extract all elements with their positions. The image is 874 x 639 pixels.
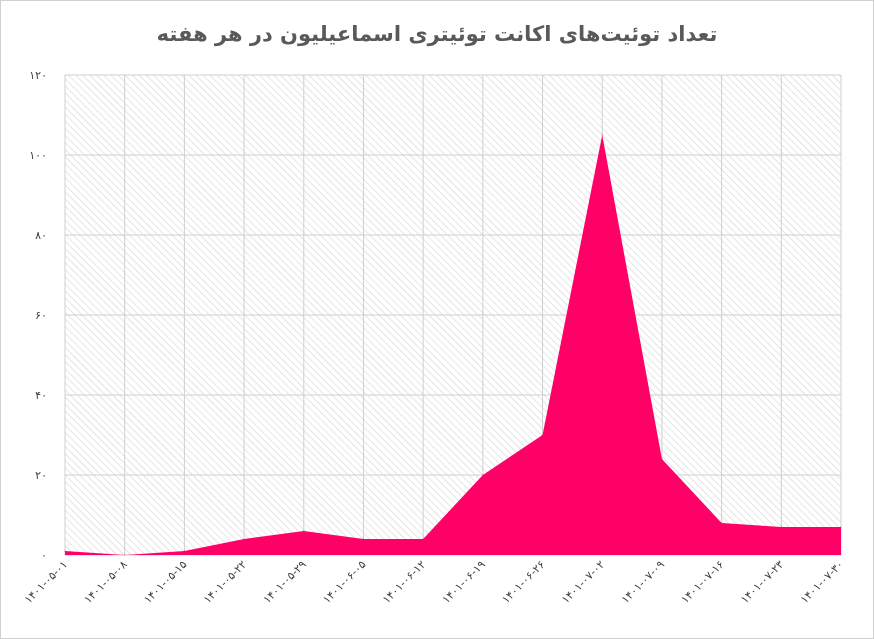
x-tick-label: ۱۴۰۱-۰۵-۲۲ [201, 558, 249, 606]
y-tick-label: ۱۰۰ [29, 149, 47, 162]
y-tick-label: ۸۰ [35, 229, 47, 242]
data-point [542, 434, 544, 436]
x-tick-label: ۱۴۰۱-۰۶-۱۹ [440, 558, 488, 606]
area-series [65, 135, 841, 555]
x-tick-label: ۱۴۰۱-۰۵-۲۹ [261, 558, 309, 606]
chart-title: تعداد توئیت‌های اکانت توئیتری اسماعیلیون… [156, 22, 718, 46]
data-point [64, 550, 66, 552]
y-tick-label: ۴۰ [35, 389, 47, 402]
data-point [780, 526, 782, 528]
x-tick-label: ۱۴۰۱-۰۶-۲۶ [499, 558, 547, 606]
x-tick-label: ۱۴۰۱-۰۷-۰۲ [559, 558, 607, 606]
data-area [64, 134, 842, 556]
x-tick-label: ۱۴۰۱-۰۷-۰۹ [619, 558, 667, 606]
data-point [840, 526, 842, 528]
data-point [422, 538, 424, 540]
x-tick-label: ۱۴۰۱-۰۵-۰۸ [82, 558, 130, 606]
data-point [721, 522, 723, 524]
data-point [601, 134, 603, 136]
data-point [183, 550, 185, 552]
y-tick-label: ۲۰ [35, 469, 47, 482]
data-point [124, 554, 126, 556]
data-point [303, 530, 305, 532]
x-tick-label: ۱۴۰۱-۰۷-۳۰ [798, 558, 846, 606]
x-tick-label: ۱۴۰۱-۰۶-۱۲ [380, 558, 428, 606]
x-axis-tick-labels: ۱۴۰۱-۰۵-۰۱ ۱۴۰۱-۰۵-۰۸ ۱۴۰۱-۰۵-۱۵ ۱۴۰۱-۰۵-۲۲… [22, 558, 846, 606]
data-point [661, 458, 663, 460]
data-point [243, 538, 245, 540]
data-point [482, 474, 484, 476]
x-tick-label: ۱۴۰۱-۰۷-۲۳ [738, 558, 786, 606]
y-tick-label: ۰ [41, 549, 47, 562]
y-tick-label: ۱۲۰ [29, 69, 47, 82]
data-point [362, 538, 364, 540]
y-tick-label: ۶۰ [35, 309, 47, 322]
x-tick-label: ۱۴۰۱-۰۵-۰۱ [22, 558, 70, 606]
x-tick-label: ۱۴۰۱-۰۶-۰۵ [320, 558, 368, 606]
y-axis-tick-labels: ۰ ۲۰ ۴۰ ۶۰ ۸۰ ۱۰۰ ۱۲۰ [29, 69, 47, 562]
x-tick-label: ۱۴۰۱-۰۵-۱۵ [141, 558, 189, 606]
x-tick-label: ۱۴۰۱-۰۷-۱۶ [678, 558, 726, 606]
